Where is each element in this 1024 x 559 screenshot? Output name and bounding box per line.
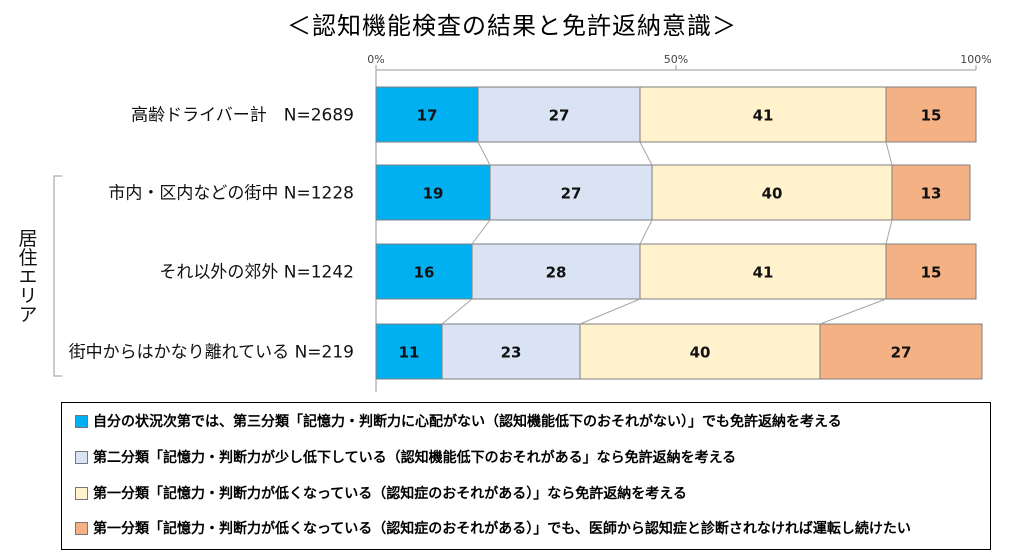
data-label: 16 (414, 264, 435, 282)
legend-label: 第二分類「記憶力・判断力が少し低下している（認知機能低下のおそれがある」なら免許… (93, 450, 737, 466)
legend-label: 第一分類「記憶力・判断力が低くなっている（認知症のおそれがある）」でも、医師から… (93, 521, 911, 537)
bar-segment (375, 86, 479, 143)
legend-label: 自分の状況次第では、第三分類「記憶力・判断力に心配がない（認知機能低下のおそれが… (93, 414, 842, 430)
bar-segment (477, 86, 641, 143)
x-tick-label: 0% (367, 53, 384, 66)
category-label: それ以外の郊外 N=1242 (159, 263, 354, 283)
data-label: 11 (399, 344, 420, 362)
category-label: 市内・区内などの街中 N=1228 (108, 184, 354, 204)
bar-segment (639, 243, 887, 300)
series-connector-line (441, 298, 473, 325)
group-bracket (53, 175, 62, 377)
chart-title: ＜認知機能検査の結果と免許返納意識＞ (287, 12, 737, 40)
category-label: 街中からはかなり離れている N=219 (69, 343, 354, 363)
bar-segment (489, 164, 653, 221)
legend-item: 第二分類「記憶力・判断力が少し低下している（認知機能低下のおそれがある」なら免許… (75, 447, 736, 467)
series-connector-line (885, 141, 893, 166)
data-label: 17 (417, 107, 438, 125)
series-connector-line (885, 219, 893, 245)
category-label: 高齢ドライバー計 N=2689 (131, 106, 354, 126)
x-tick-label: 100% (960, 53, 991, 66)
series-connector-line (639, 141, 653, 166)
data-label: 28 (546, 264, 567, 282)
data-label: 41 (753, 107, 774, 125)
series-connector-line (819, 298, 887, 325)
bar-segment (375, 323, 443, 380)
data-label: 27 (891, 344, 912, 362)
bar-segment (651, 164, 893, 221)
data-label: 15 (921, 264, 942, 282)
legend-swatch (75, 486, 88, 500)
data-label: 27 (561, 185, 582, 203)
data-label: 40 (690, 344, 711, 362)
bar-segment (579, 323, 821, 380)
bar-segment (891, 164, 971, 221)
bar-segment (885, 243, 977, 300)
legend: 自分の状況次第では、第三分類「記憶力・判断力に心配がない（認知機能低下のおそれが… (61, 402, 991, 550)
legend-label: 第一分類「記憶力・判断力が低くなっている（認知症のおそれがある）」なら免許返納を… (93, 486, 687, 502)
bar-segment (819, 323, 983, 380)
bar-segment (375, 243, 473, 300)
data-label: 23 (501, 344, 522, 362)
data-label: 19 (423, 185, 444, 203)
data-label: 27 (549, 107, 570, 125)
series-connector-line (471, 219, 491, 245)
legend-item: 第一分類「記憶力・判断力が低くなっている（認知症のおそれがある）」なら免許返納を… (75, 483, 687, 503)
bar-segment (639, 86, 887, 143)
legend-item: 自分の状況次第では、第三分類「記憶力・判断力に心配がない（認知機能低下のおそれが… (75, 411, 842, 431)
series-connector-line (477, 141, 491, 166)
group-label: 居住エリア (16, 229, 38, 324)
bar-segment (885, 86, 977, 143)
bar-segment (441, 323, 581, 380)
legend-swatch (75, 414, 88, 428)
legend-swatch (75, 450, 88, 464)
x-tick-label: 50% (664, 53, 688, 66)
legend-item: 第一分類「記憶力・判断力が低くなっている（認知症のおそれがある）」でも、医師から… (75, 518, 911, 538)
series-connector-line (639, 219, 653, 245)
data-label: 41 (753, 264, 774, 282)
legend-swatch (75, 521, 88, 535)
data-label: 15 (921, 107, 942, 125)
data-label: 40 (762, 185, 783, 203)
data-label: 13 (921, 185, 942, 203)
series-connector-line (579, 298, 641, 325)
stacked-bar-chart: 0% 50% 100% 17 27 41 15 高齢ドライバー計 N=2689 19 27 40 13… (16, 53, 992, 392)
